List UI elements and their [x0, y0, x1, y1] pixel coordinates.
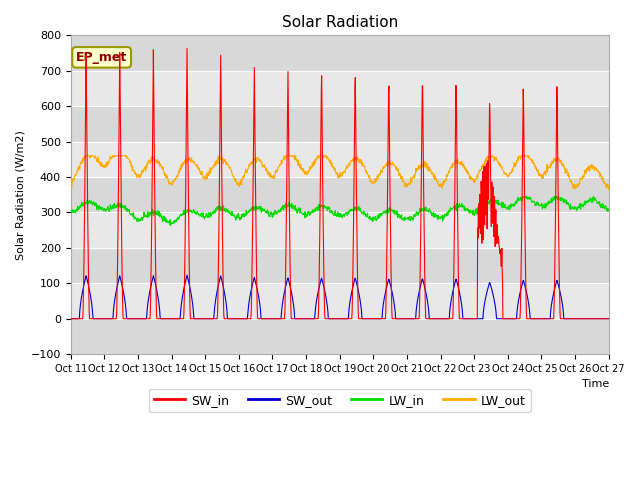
Bar [70, 177, 609, 213]
LW_in [467, 207, 474, 213]
SW_in [467, 316, 474, 322]
SW_in [605, 316, 612, 322]
LW_in [67, 209, 74, 215]
SW_out [546, 316, 554, 322]
Y-axis label: Solar Radiation (W/m2): Solar Radiation (W/m2) [15, 130, 25, 260]
LW_in [316, 204, 323, 209]
LW_out [326, 159, 333, 165]
LW_out [67, 180, 74, 186]
Bar [70, 248, 609, 283]
LW_out [467, 177, 474, 182]
SW_out [326, 316, 333, 322]
LW_in [605, 208, 612, 214]
Bar [70, 106, 609, 142]
X-axis label: Time: Time [582, 379, 609, 389]
LW_in [520, 193, 527, 199]
Bar [70, 213, 609, 248]
Bar [70, 142, 609, 177]
Line: SW_in: SW_in [70, 48, 609, 319]
SW_in [316, 250, 323, 255]
LW_in [151, 211, 159, 216]
SW_out [598, 316, 606, 322]
Bar [70, 319, 609, 354]
Legend: SW_in, SW_out, LW_in, LW_out: SW_in, SW_out, LW_in, LW_out [148, 389, 531, 412]
Bar [70, 71, 609, 106]
SW_in [598, 316, 606, 322]
Line: LW_in: LW_in [70, 196, 609, 226]
SW_out [467, 316, 474, 322]
LW_in [598, 203, 606, 208]
LW_out [605, 186, 612, 192]
LW_out [605, 182, 612, 188]
Title: Solar Radiation: Solar Radiation [282, 15, 398, 30]
LW_out [598, 176, 606, 181]
LW_in [546, 200, 554, 206]
Bar [70, 36, 609, 71]
SW_out [151, 278, 159, 284]
SW_out [183, 272, 191, 278]
LW_in [326, 205, 333, 211]
SW_out [67, 316, 74, 322]
SW_in [151, 196, 159, 202]
Line: SW_out: SW_out [70, 275, 609, 319]
Line: LW_out: LW_out [70, 156, 609, 189]
Text: EP_met: EP_met [76, 51, 127, 64]
SW_in [326, 316, 333, 322]
Bar [70, 283, 609, 319]
SW_in [67, 316, 74, 322]
LW_in [167, 223, 175, 228]
LW_out [81, 153, 89, 159]
LW_out [151, 156, 159, 162]
SW_in [183, 46, 191, 51]
SW_out [316, 283, 323, 288]
SW_in [546, 316, 554, 322]
LW_out [316, 154, 323, 159]
SW_out [605, 316, 612, 322]
LW_out [546, 164, 554, 170]
